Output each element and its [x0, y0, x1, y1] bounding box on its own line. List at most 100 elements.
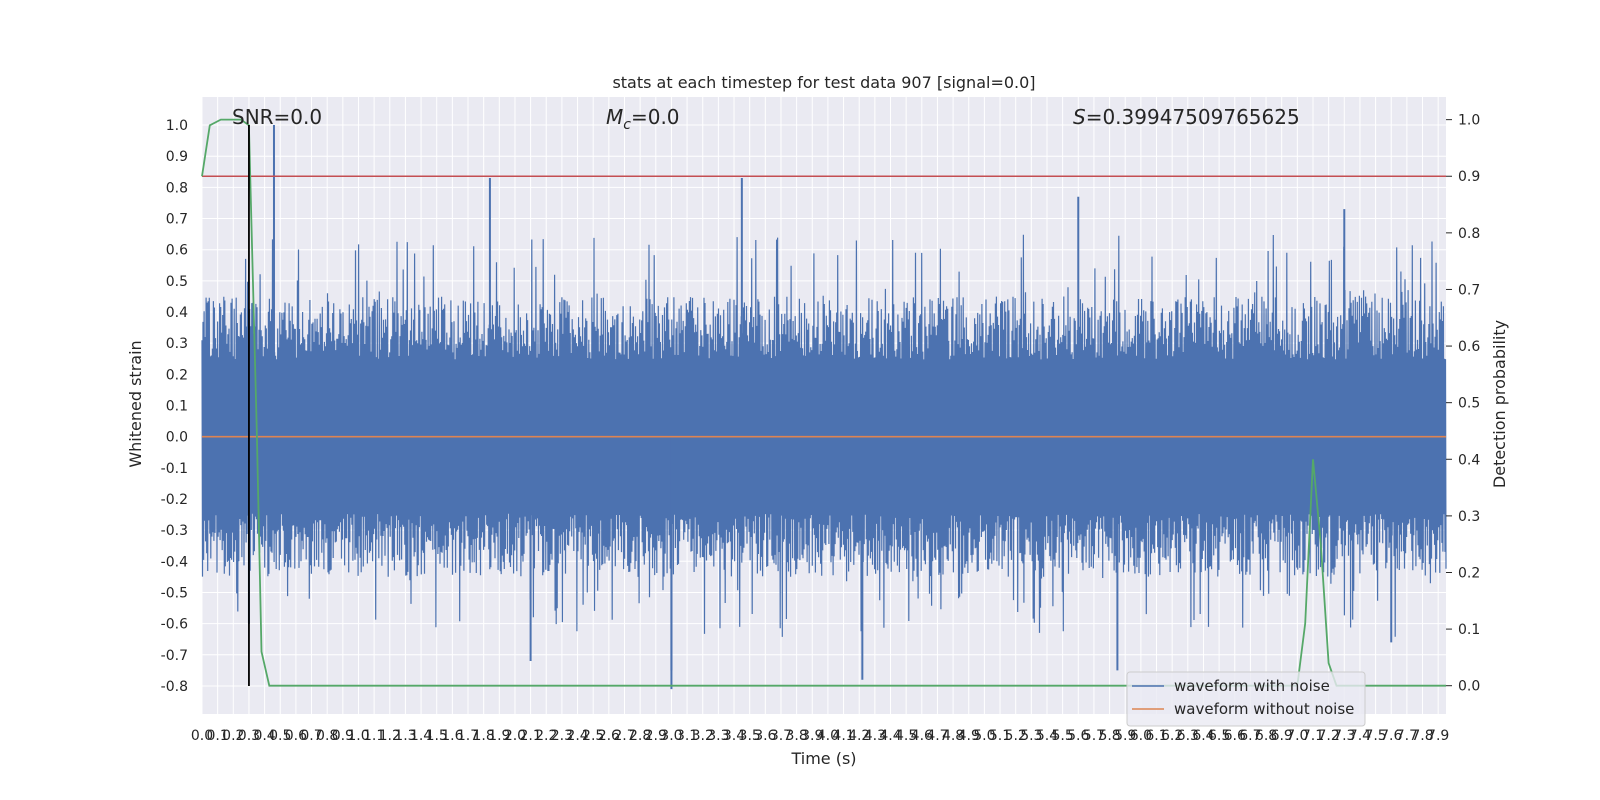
- x-tick-label: 5.6: [1067, 728, 1089, 744]
- x-tick-label: 1.1: [363, 728, 385, 744]
- x-tick-label: 1.0: [347, 728, 369, 744]
- x-tick-label: 7.5: [1364, 728, 1386, 744]
- x-tick-label: 6.7: [1239, 728, 1261, 744]
- x-tick-label: 7.6: [1380, 728, 1402, 744]
- x-tick-label: 0.6: [285, 728, 307, 744]
- y2-tick-label: 0.6: [1458, 339, 1480, 355]
- x-tick-label: 3.5: [739, 728, 761, 744]
- y-tick-label: -0.7: [161, 648, 188, 664]
- x-tick-label: 0.9: [332, 728, 354, 744]
- y2-axis-label: Detection probability: [1490, 320, 1509, 488]
- x-tick-label: 7.3: [1333, 728, 1355, 744]
- y-tick-label: -0.5: [161, 585, 188, 601]
- x-tick-label: 0.2: [222, 728, 244, 744]
- x-tick-label: 6.6: [1224, 728, 1246, 744]
- x-tick-label: 5.9: [1114, 728, 1136, 744]
- y-axis-ticks: 1.0 0.9 0.8 0.7 0.6 0.5 0.4 0.3 0.2 0.1 0.0 -0.1 -0.…: [161, 118, 188, 695]
- noise-waveform-path: [201, 234, 1447, 637]
- x-tick-label: 2.6: [598, 728, 620, 744]
- x-tick-label: 6.9: [1271, 728, 1293, 744]
- x-tick-label: 6.0: [1130, 728, 1152, 744]
- y-tick-label: 0.2: [166, 367, 188, 383]
- y-tick-label: 0.4: [166, 305, 188, 321]
- legend-box: [1126, 671, 1366, 727]
- mc-value: =0.0: [631, 105, 680, 129]
- y-tick-label: 0.0: [166, 430, 188, 446]
- x-tick-label: 4.5: [895, 728, 917, 744]
- x-tick-label: 6.4: [1192, 728, 1214, 744]
- x-tick-label: 0.3: [238, 728, 260, 744]
- x-tick-label: 6.8: [1255, 728, 1277, 744]
- legend-label-noise: waveform with noise: [1174, 677, 1330, 695]
- y-tick-label: -0.4: [161, 554, 188, 570]
- chart-title: stats at each timestep for test data 907…: [612, 73, 1035, 92]
- x-tick-label: 0.8: [316, 728, 338, 744]
- x-tick-label: 1.5: [426, 728, 448, 744]
- y-tick-label: -0.1: [161, 461, 188, 477]
- x-tick-label: 4.7: [926, 728, 948, 744]
- x-tick-label: 0.5: [269, 728, 291, 744]
- y2-tick-label: 0.4: [1458, 452, 1480, 468]
- y-axis-label: Whitened strain: [126, 340, 145, 467]
- x-tick-label: 7.8: [1411, 728, 1433, 744]
- x-tick-label: 0.0: [191, 728, 213, 744]
- x-tick-label: 4.3: [864, 728, 886, 744]
- y2-tick-label: 0.5: [1458, 396, 1480, 412]
- s-value: =0.39947509765625: [1086, 105, 1300, 129]
- y2-axis-ticks: 1.0 0.9 0.8 0.7 0.6 0.5 0.4 0.3 0.2 0.1 0.0: [1446, 113, 1480, 695]
- x-tick-label: 1.6: [441, 728, 463, 744]
- x-tick-label: 1.9: [488, 728, 510, 744]
- x-tick-label: 4.9: [958, 728, 980, 744]
- x-tick-label: 6.5: [1208, 728, 1230, 744]
- x-tick-label: 5.5: [1051, 728, 1073, 744]
- y2-tick-label: 1.0: [1458, 113, 1480, 129]
- x-tick-label: 3.1: [676, 728, 698, 744]
- y2-tick-label: 0.2: [1458, 565, 1480, 581]
- noisy-waveform-series: [201, 125, 1447, 690]
- x-tick-label: 5.3: [1020, 728, 1042, 744]
- x-tick-label: 5.0: [973, 728, 995, 744]
- y-tick-label: 0.6: [166, 243, 188, 259]
- x-tick-label: 3.2: [692, 728, 714, 744]
- x-tick-label: 2.7: [613, 728, 635, 744]
- x-tick-label: 3.9: [801, 728, 823, 744]
- y-tick-label: -0.6: [161, 617, 188, 633]
- y2-tick-label: 0.1: [1458, 622, 1480, 638]
- x-tick-label: 2.3: [551, 728, 573, 744]
- x-tick-label: 7.7: [1396, 728, 1418, 744]
- x-tick-label: 7.2: [1318, 728, 1340, 744]
- y2-tick-label: 0.0: [1458, 679, 1480, 695]
- x-tick-label: 7.4: [1349, 728, 1371, 744]
- x-tick-label: 3.4: [723, 728, 745, 744]
- x-tick-label: 7.9: [1427, 728, 1449, 744]
- x-tick-label: 2.5: [582, 728, 604, 744]
- s-symbol: S: [1073, 105, 1086, 129]
- y2-tick-label: 0.7: [1458, 282, 1480, 298]
- x-tick-label: 6.1: [1145, 728, 1167, 744]
- x-tick-label: 3.0: [660, 728, 682, 744]
- x-tick-label: 4.1: [832, 728, 854, 744]
- x-tick-label: 4.8: [942, 728, 964, 744]
- mc-symbol: M: [606, 105, 623, 129]
- x-tick-label: 5.2: [1005, 728, 1027, 744]
- snr-annotation: SNR=0.0: [232, 105, 322, 129]
- s-annotation: S=0.39947509765625: [1073, 105, 1300, 129]
- x-tick-label: 2.9: [645, 728, 667, 744]
- x-tick-label: 6.2: [1161, 728, 1183, 744]
- mc-subscript: c: [623, 117, 631, 133]
- x-tick-label: 6.3: [1177, 728, 1199, 744]
- x-tick-label: 7.1: [1302, 728, 1324, 744]
- y-tick-label: -0.8: [161, 679, 188, 695]
- y-tick-label: 0.1: [166, 399, 188, 415]
- x-tick-label: 2.1: [519, 728, 541, 744]
- y2-tick-label: 0.8: [1458, 226, 1480, 242]
- x-tick-label: 3.8: [785, 728, 807, 744]
- x-tick-label: 2.2: [535, 728, 557, 744]
- x-tick-label: 2.8: [629, 728, 651, 744]
- x-tick-label: 2.0: [504, 728, 526, 744]
- y-tick-label: -0.2: [161, 492, 188, 508]
- x-axis-label: Time (s): [790, 749, 856, 768]
- y2-tick-label: 0.3: [1458, 509, 1480, 525]
- x-tick-label: 0.4: [253, 728, 275, 744]
- x-tick-label: 5.4: [1036, 728, 1058, 744]
